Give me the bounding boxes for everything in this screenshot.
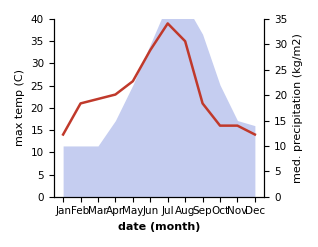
Y-axis label: max temp (C): max temp (C) (15, 69, 25, 146)
Y-axis label: med. precipitation (kg/m2): med. precipitation (kg/m2) (293, 33, 303, 183)
X-axis label: date (month): date (month) (118, 222, 200, 232)
